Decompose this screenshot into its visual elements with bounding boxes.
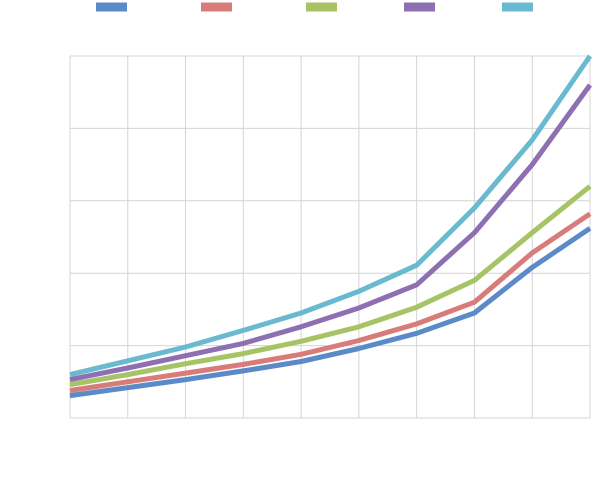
series-line-5 (69, 54, 593, 378)
legend-swatch-2 (201, 2, 232, 12)
series-line-4 (69, 83, 593, 383)
plot-series (69, 54, 593, 399)
plot-grid (69, 55, 591, 419)
legend-swatch-5 (502, 2, 533, 12)
series-line-1 (69, 226, 592, 399)
legend-swatch-4 (404, 2, 435, 12)
legend (96, 2, 533, 12)
legend-swatch-1 (96, 2, 127, 12)
series-line-2 (69, 211, 592, 393)
legend-swatch-3 (306, 2, 337, 12)
series-line-3 (69, 184, 592, 388)
